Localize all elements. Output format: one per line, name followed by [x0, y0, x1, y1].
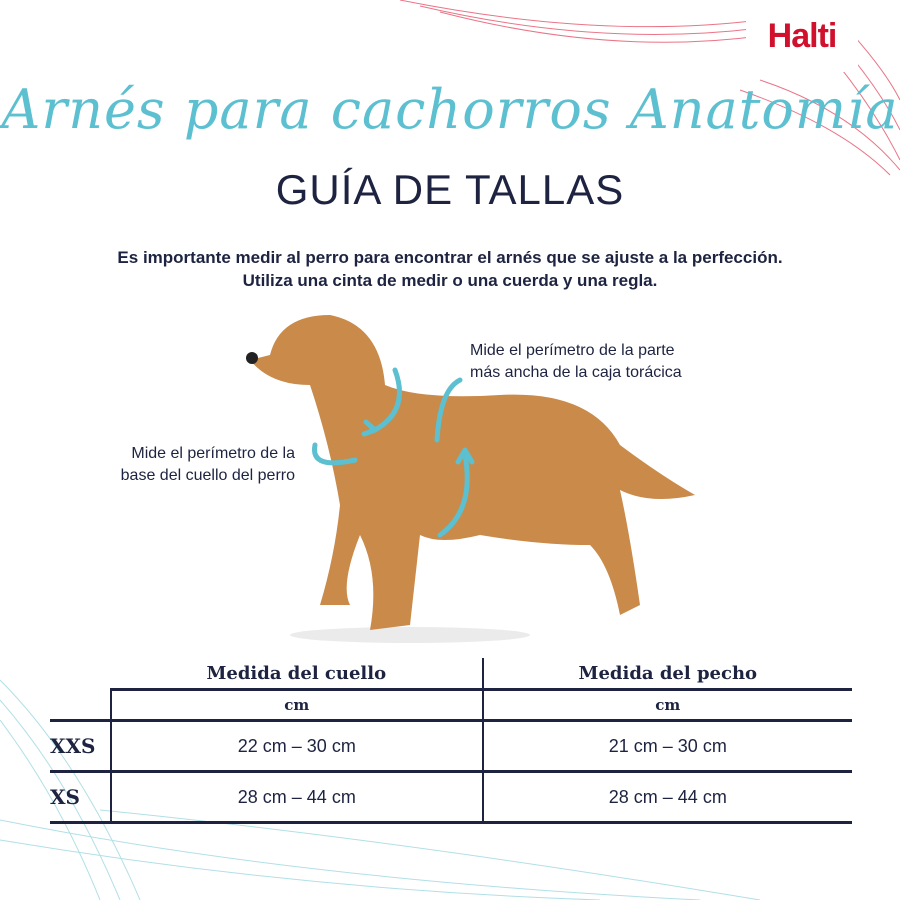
chest-value: 28 cm – 44 cm	[481, 770, 852, 824]
table-row: XS 28 cm – 44 cm 28 cm – 44 cm	[50, 770, 852, 824]
script-title: Arnés para cachorros Anatomía	[1, 78, 899, 141]
neck-value: 28 cm – 44 cm	[110, 770, 483, 824]
measure-arrows	[312, 367, 475, 538]
chest-arrow	[437, 452, 470, 538]
chest-value: 21 cm – 30 cm	[481, 719, 852, 772]
dog-illustration	[246, 315, 695, 643]
intro-line-2: Utiliza una cinta de medir o una cuerda …	[242, 271, 658, 290]
table-row: XXS 22 cm – 30 cm 21 cm – 30 cm	[50, 719, 852, 772]
neck-arrow-top	[372, 367, 402, 433]
size-table: Medida del cuello Medida del pecho cm cm…	[50, 658, 852, 824]
size-label: XS	[50, 770, 111, 824]
column-header-chest: Medida del pecho	[481, 658, 852, 690]
neck-annotation: Mide el perímetro de la base del cuello …	[92, 443, 295, 487]
halti-logo: Halti	[746, 0, 858, 72]
intro-line-1: Es importante medir al perro para encont…	[117, 248, 783, 267]
size-label: XXS	[50, 719, 111, 772]
neck-value: 22 cm – 30 cm	[110, 719, 483, 772]
chest-annotation: Mide el perímetro de la parte más ancha …	[470, 340, 682, 384]
neck-annotation-line-1: Mide el perímetro de la	[131, 445, 295, 462]
chest-annotation-line-1: Mide el perímetro de la parte	[470, 342, 675, 359]
page-title: GUÍA DE TALLAS	[275, 166, 625, 213]
neck-annotation-line-2: base del cuello del perro	[120, 467, 295, 484]
intro-text: Es importante medir al perro para encont…	[0, 246, 900, 292]
unit-neck: cm	[110, 688, 483, 721]
column-header-neck: Medida del cuello	[206, 662, 387, 684]
neck-arrow-bottom	[312, 442, 358, 466]
chest-annotation-line-2: más ancha de la caja torácica	[470, 364, 682, 381]
unit-chest: cm	[481, 688, 852, 721]
